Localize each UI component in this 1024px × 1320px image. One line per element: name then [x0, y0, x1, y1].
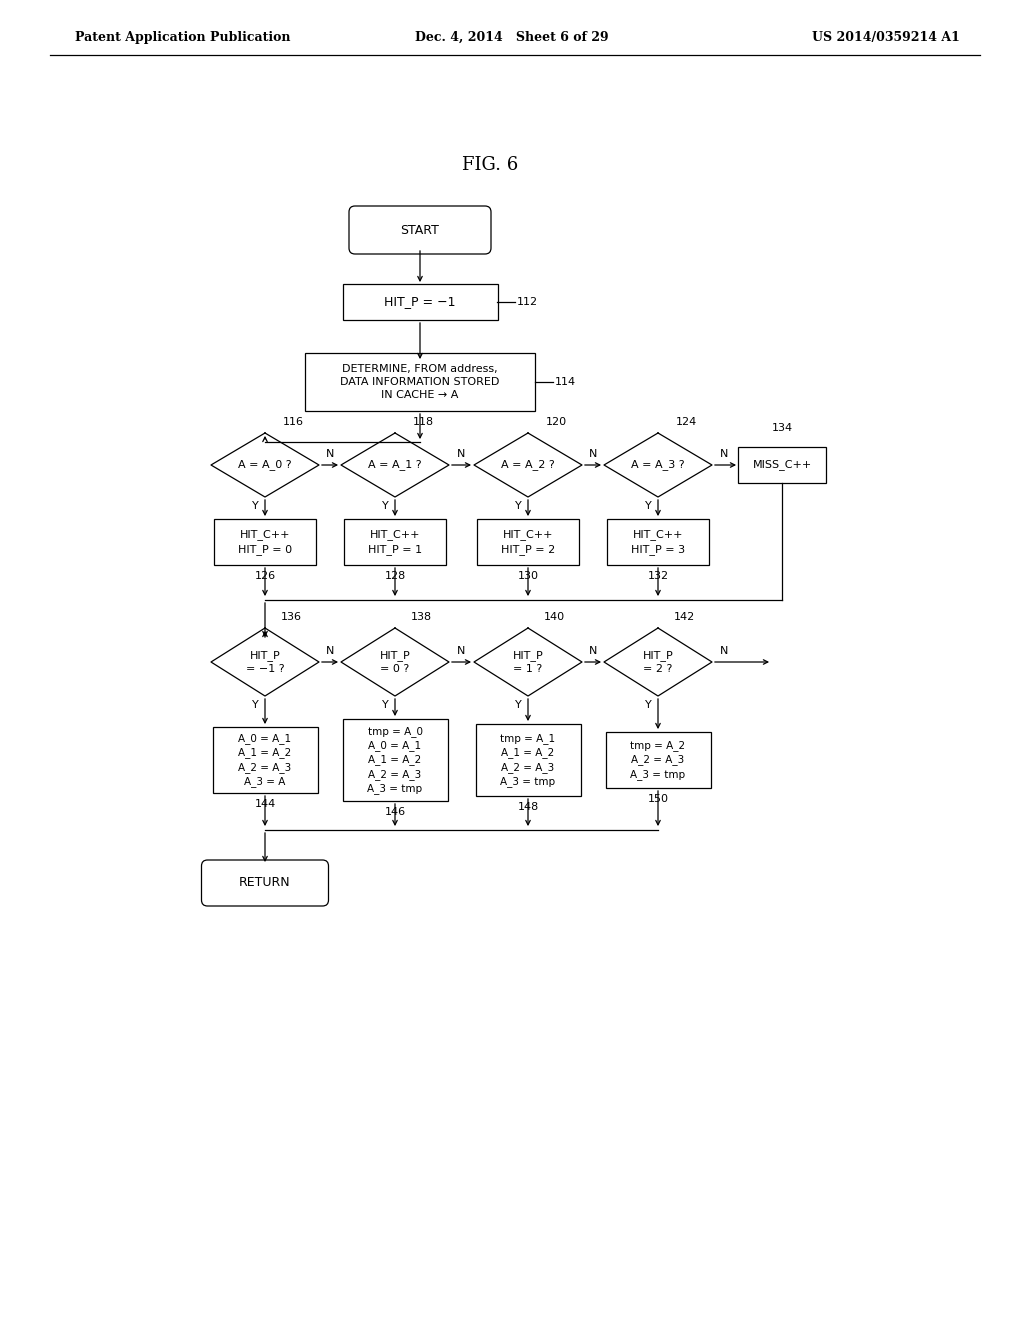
Text: FIG. 6: FIG. 6 — [462, 156, 518, 174]
Text: N: N — [589, 645, 597, 656]
Text: N: N — [720, 645, 728, 656]
Text: 124: 124 — [676, 417, 697, 426]
Text: 114: 114 — [555, 378, 577, 387]
Bar — [344, 519, 446, 565]
Text: N: N — [589, 449, 597, 459]
Text: tmp = A_2
A_2 = A_3
A_3 = tmp: tmp = A_2 A_2 = A_3 A_3 = tmp — [631, 741, 685, 780]
Text: A = A_0 ?: A = A_0 ? — [239, 459, 292, 470]
Bar — [214, 519, 316, 565]
Text: 134: 134 — [771, 422, 793, 433]
Text: A = A_3 ?: A = A_3 ? — [631, 459, 685, 470]
Bar — [475, 723, 581, 796]
Bar — [477, 519, 579, 565]
Text: Y: Y — [515, 502, 521, 511]
Text: START: START — [400, 223, 439, 236]
Text: N: N — [720, 449, 728, 459]
Text: N: N — [326, 449, 334, 459]
Text: tmp = A_1
A_1 = A_2
A_2 = A_3
A_3 = tmp: tmp = A_1 A_1 = A_2 A_2 = A_3 A_3 = tmp — [501, 734, 556, 787]
Text: Dec. 4, 2014   Sheet 6 of 29: Dec. 4, 2014 Sheet 6 of 29 — [415, 30, 609, 44]
Text: Y: Y — [382, 502, 388, 511]
Text: tmp = A_0
A_0 = A_1
A_1 = A_2
A_2 = A_3
A_3 = tmp: tmp = A_0 A_0 = A_1 A_1 = A_2 A_2 = A_3 … — [368, 726, 423, 793]
Text: N: N — [458, 449, 466, 459]
Text: 128: 128 — [384, 572, 406, 581]
Text: 112: 112 — [517, 297, 539, 308]
Text: HIT_P
= 2 ?: HIT_P = 2 ? — [643, 651, 674, 673]
Text: 136: 136 — [281, 612, 302, 622]
Text: 142: 142 — [674, 612, 695, 622]
Text: HIT_C++
HIT_P = 1: HIT_C++ HIT_P = 1 — [368, 529, 422, 554]
Bar — [605, 733, 711, 788]
Text: HIT_C++
HIT_P = 2: HIT_C++ HIT_P = 2 — [501, 529, 555, 554]
Text: HIT_P = −1: HIT_P = −1 — [384, 296, 456, 309]
Bar — [738, 447, 826, 483]
Text: 148: 148 — [517, 803, 539, 812]
Text: 150: 150 — [647, 795, 669, 804]
FancyBboxPatch shape — [349, 206, 490, 253]
Bar — [342, 284, 498, 319]
Text: 126: 126 — [254, 572, 275, 581]
Text: DETERMINE, FROM address,
DATA INFORMATION STORED
IN CACHE → A: DETERMINE, FROM address, DATA INFORMATIO… — [340, 364, 500, 400]
Text: HIT_P
= 0 ?: HIT_P = 0 ? — [380, 651, 411, 673]
Text: Y: Y — [645, 502, 651, 511]
Text: MISS_C++: MISS_C++ — [753, 459, 812, 470]
Text: 146: 146 — [384, 807, 406, 817]
Bar — [305, 352, 535, 411]
Text: HIT_C++
HIT_P = 3: HIT_C++ HIT_P = 3 — [631, 529, 685, 554]
Bar — [342, 719, 447, 801]
Text: A = A_1 ?: A = A_1 ? — [369, 459, 422, 470]
Text: 132: 132 — [647, 572, 669, 581]
Text: Y: Y — [252, 502, 258, 511]
Text: Y: Y — [382, 700, 388, 710]
Text: 118: 118 — [413, 417, 434, 426]
Text: 130: 130 — [517, 572, 539, 581]
Text: 120: 120 — [546, 417, 567, 426]
FancyBboxPatch shape — [202, 861, 329, 906]
Text: A = A_2 ?: A = A_2 ? — [501, 459, 555, 470]
Bar — [213, 727, 317, 793]
Text: Y: Y — [515, 700, 521, 710]
Bar — [607, 519, 709, 565]
Text: Y: Y — [645, 700, 651, 710]
Text: 138: 138 — [411, 612, 432, 622]
Text: N: N — [458, 645, 466, 656]
Text: HIT_P
= −1 ?: HIT_P = −1 ? — [246, 651, 285, 673]
Text: 116: 116 — [283, 417, 304, 426]
Text: N: N — [326, 645, 334, 656]
Text: Y: Y — [252, 700, 258, 710]
Text: A_0 = A_1
A_1 = A_2
A_2 = A_3
A_3 = A: A_0 = A_1 A_1 = A_2 A_2 = A_3 A_3 = A — [239, 734, 292, 787]
Text: HIT_C++
HIT_P = 0: HIT_C++ HIT_P = 0 — [238, 529, 292, 554]
Text: Patent Application Publication: Patent Application Publication — [75, 30, 291, 44]
Text: HIT_P
= 1 ?: HIT_P = 1 ? — [513, 651, 544, 673]
Text: 144: 144 — [254, 799, 275, 809]
Text: US 2014/0359214 A1: US 2014/0359214 A1 — [812, 30, 961, 44]
Text: 140: 140 — [544, 612, 565, 622]
Text: RETURN: RETURN — [240, 876, 291, 890]
